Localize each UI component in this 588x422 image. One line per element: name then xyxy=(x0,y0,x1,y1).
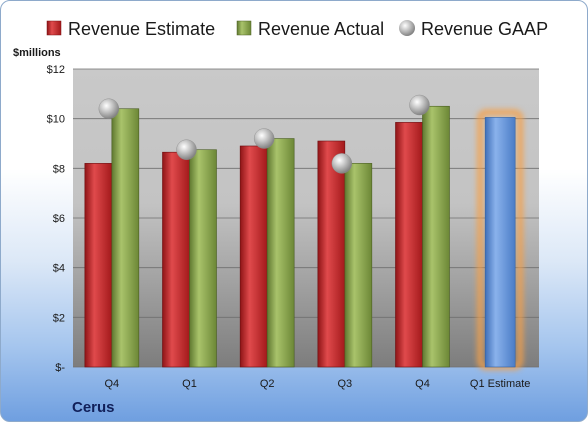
marker-revenue-gaap xyxy=(409,94,430,116)
bars xyxy=(84,105,524,370)
y-tick-label: $10 xyxy=(47,114,65,126)
legend-label-revenue-gaap: Revenue GAAP xyxy=(421,19,548,39)
y-tick-label: $12 xyxy=(47,64,65,76)
y-tick-label: $4 xyxy=(53,263,65,275)
grid-lines xyxy=(73,68,539,368)
y-tick-label: $6 xyxy=(53,213,65,225)
y-axis-ticks: $- $2 $4 $6 $8 $10 $12 xyxy=(47,64,66,374)
bar-revenue-actual xyxy=(111,108,140,368)
legend-item-revenue-actual: Revenue Actual xyxy=(236,19,384,39)
x-tick-label: Q4 xyxy=(415,378,430,390)
legend: Revenue Estimate Revenue Actual Revenue … xyxy=(46,19,548,39)
x-tick-label: Q4 xyxy=(104,378,119,390)
x-axis-ticks: Q4 Q1 Q2 Q3 Q4 Q1 Estimate xyxy=(104,378,530,390)
bar-revenue-estimate xyxy=(395,122,423,368)
legend-label-revenue-estimate: Revenue Estimate xyxy=(68,19,215,39)
bar-q1-estimate xyxy=(484,117,516,368)
x-tick-label: Q1 Estimate xyxy=(470,378,531,390)
bar-revenue-estimate xyxy=(317,140,346,368)
x-tick-label: Q2 xyxy=(260,378,275,390)
x-tick-label: Q1 xyxy=(182,378,197,390)
company-name: Cerus xyxy=(72,399,115,416)
bar-revenue-actual xyxy=(189,149,217,368)
bar-revenue-estimate xyxy=(239,145,268,368)
x-tick-label: Q3 xyxy=(337,378,352,390)
marker-revenue-gaap xyxy=(98,98,120,119)
y-tick-label: $2 xyxy=(53,312,65,324)
legend-item-revenue-estimate: Revenue Estimate xyxy=(46,19,215,39)
bar-revenue-actual xyxy=(266,138,295,368)
y-tick-label: $8 xyxy=(53,163,65,175)
marker-revenue-gaap xyxy=(331,153,353,174)
gaap-markers xyxy=(98,94,430,174)
bar-revenue-estimate xyxy=(162,151,190,368)
bar-revenue-actual xyxy=(344,163,373,368)
y-axis-unit-label: $millions xyxy=(13,47,61,59)
y-tick-label: $- xyxy=(55,362,65,374)
legend-label-revenue-actual: Revenue Actual xyxy=(258,19,384,39)
legend-item-revenue-gaap: Revenue GAAP xyxy=(399,19,548,39)
marker-revenue-gaap xyxy=(176,139,197,160)
marker-revenue-gaap xyxy=(253,128,275,149)
bar-revenue-actual xyxy=(422,105,450,368)
bar-revenue-estimate xyxy=(84,163,113,368)
